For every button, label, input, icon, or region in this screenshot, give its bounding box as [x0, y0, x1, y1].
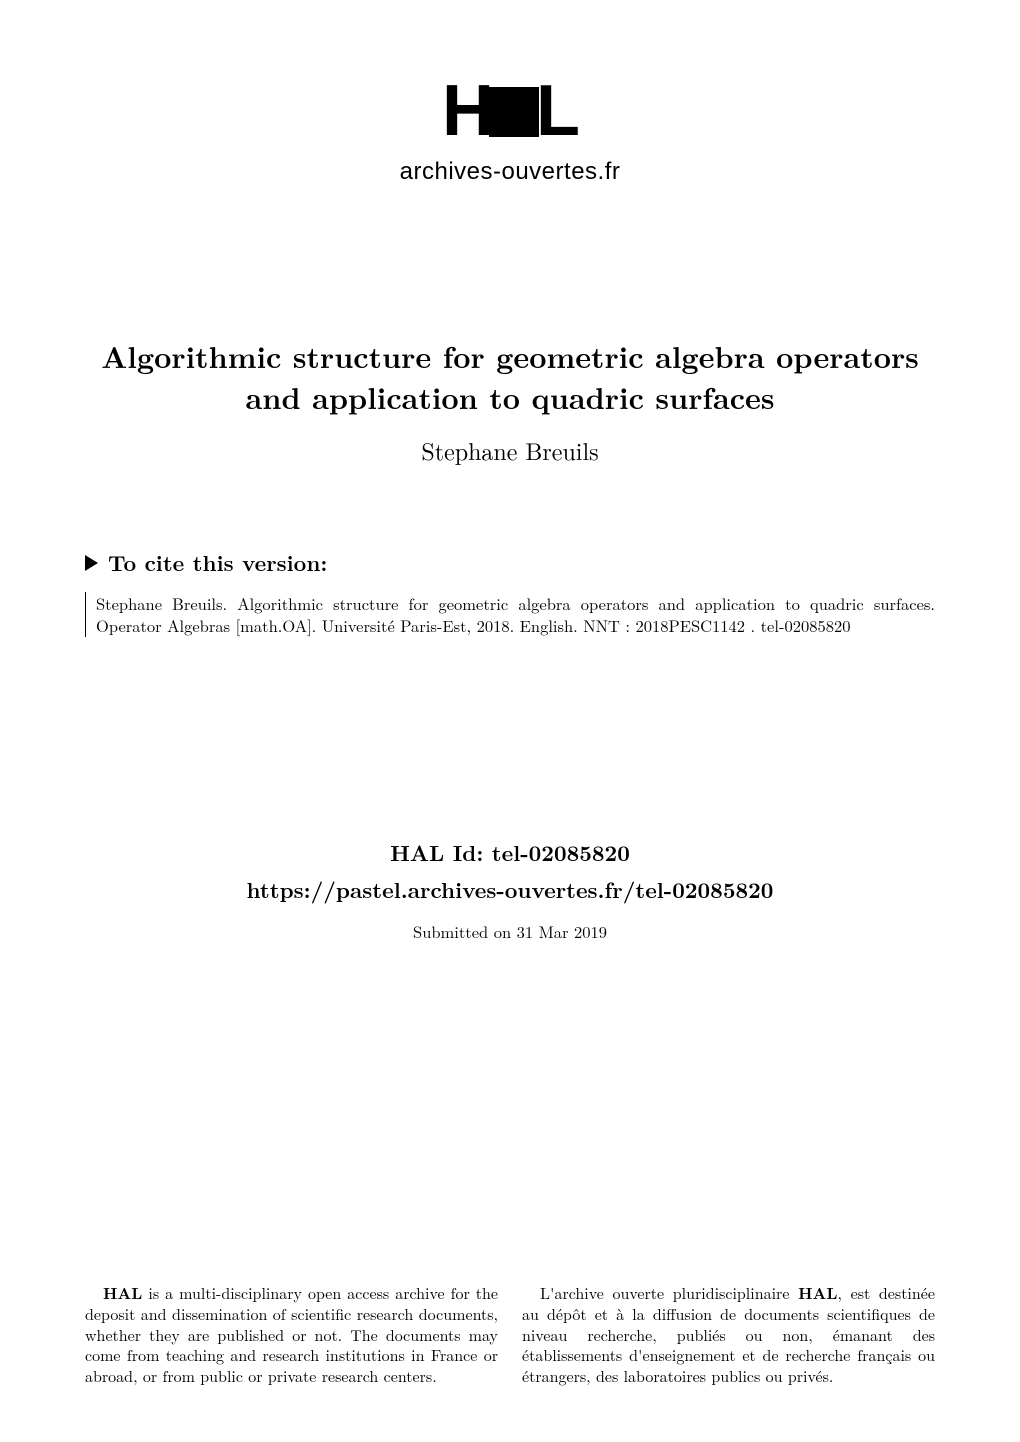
- logo-letter-l: L: [536, 71, 578, 151]
- hal-url: https://pastel.archives-ouvertes.fr/tel-…: [0, 874, 1020, 905]
- hal-logo: HL archives-ouvertes.fr: [400, 70, 621, 186]
- title-line-1: Algorithmic structure for geometric alge…: [60, 336, 960, 377]
- logo-square-icon: [489, 87, 539, 137]
- citation-section: To cite this version: Stephane Breuils. …: [0, 547, 1020, 637]
- citation-heading-text: To cite this version:: [108, 547, 327, 578]
- footer-left-text: is a multi-disciplinary open access arch…: [85, 1281, 498, 1387]
- footer-right-bold: HAL: [798, 1281, 837, 1304]
- paper-title: Algorithmic structure for geometric alge…: [60, 336, 960, 417]
- author-name: Stephane Breuils: [60, 433, 960, 467]
- title-section: Algorithmic structure for geometric alge…: [0, 336, 1020, 467]
- citation-heading: To cite this version:: [85, 547, 935, 578]
- footer-right-prefix: L'archive ouverte pluridisciplinaire: [540, 1281, 798, 1304]
- hal-logo-text: HL: [400, 70, 621, 152]
- citation-text: Stephane Breuils. Algorithmic structure …: [85, 592, 935, 637]
- hal-id: HAL Id: tel-02085820: [0, 837, 1020, 868]
- submitted-date: Submitted on 31 Mar 2019: [0, 919, 1020, 943]
- footer-left-column: HAL is a multi-disciplinary open access …: [85, 1283, 498, 1387]
- footer-left-bold: HAL: [103, 1281, 142, 1304]
- triangle-right-icon: [85, 555, 98, 571]
- hal-logo-container: HL archives-ouvertes.fr: [0, 0, 1020, 186]
- footer-right-column: L'archive ouverte pluridisciplinaire HAL…: [522, 1283, 935, 1387]
- logo-letter-h: H: [442, 71, 492, 151]
- logo-subtitle: archives-ouvertes.fr: [400, 158, 621, 186]
- footer-description: HAL is a multi-disciplinary open access …: [85, 1283, 935, 1387]
- title-line-2: and application to quadric surfaces: [60, 377, 960, 418]
- hal-id-section: HAL Id: tel-02085820 https://pastel.arch…: [0, 837, 1020, 943]
